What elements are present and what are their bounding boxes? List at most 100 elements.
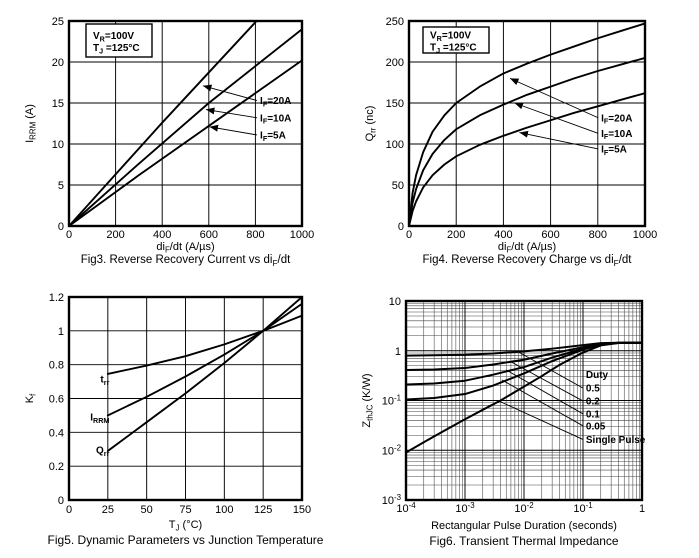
fig3-ytick-3: 15 [52,98,64,110]
fig4-curve-label-2: IF=5A [601,144,627,156]
fig5-xtick-3: 75 [179,504,191,516]
fig3-xlabel: diF/dt (A/µs) [156,241,214,255]
fig3-reverse-recovery-current-chart: IF=20A IF=10A IF=5A VR=100V TJ =125°C 0 200 400… [0,0,350,280]
fig4-series-0 [409,22,646,227]
fig6-ytick-0: 10-3 [382,493,402,507]
fig6-xlabel: Rectangular Pulse Duration (seconds) [431,520,617,532]
fig4-xlabel: diF/dt (A/µs) [498,241,556,255]
fig4-reverse-recovery-charge-chart: IF=20A IF=10A IF=5A VR=100V TJ =125°C 0 200 400… [350,0,699,280]
fig5-xtick-1: 25 [102,504,114,516]
fig3-plot-frame [67,19,304,228]
fig4-xtick-5: 1000 [633,229,657,241]
fig6-curve-label-2: 0.2 [586,396,600,407]
fig6-curve-label-1: 0.5 [586,384,600,395]
fig3-curve-label-0: IF=20A [260,96,291,108]
fig5-series-0 [106,314,303,375]
fig3-ytick-1: 5 [58,180,64,192]
fig3-condition-0: VR=100V [93,31,134,43]
fig4-xtick-4: 800 [589,229,607,241]
fig3-ytick-0: 0 [58,221,64,233]
fig5-dynamic-parameters-chart: trr IRRM Qrr 0 25 50 75 100 125 150 0 0.2 0.4 0.6 0.8 1… [0,280,350,558]
fig4-xtick-1: 200 [447,229,465,241]
fig5-series-2 [106,296,303,452]
fig5-ytick-6: 1.2 [49,292,64,304]
fig6-caption: Fig6. Transient Thermal Impedance [429,534,619,548]
fig6-plot-frame [404,299,644,502]
fig4-ytick-1: 50 [392,180,404,192]
fig4-xtick-0: 0 [406,229,412,241]
fig3-ytick-2: 10 [52,139,64,151]
fig3-conditions-box [85,23,153,58]
fig3-xtick-1: 200 [106,229,124,241]
fig3-caption: Fig3. Reverse Recovery Current vs diF/dt [81,254,291,268]
fig3-xtick-5: 1000 [290,229,314,241]
fig6-curve-label-5: Single Pulse [586,435,646,446]
fig4-plot-frame [407,19,647,228]
fig6-curve-label-4: 0.05 [586,421,606,432]
fig5-ytick-2: 0.4 [49,427,64,439]
fig3-ytick-5: 25 [52,16,64,28]
fig5-ylabel: Kf [24,393,38,403]
fig4-series-1 [409,56,646,227]
fig5-xtick-5: 125 [254,504,272,516]
fig6-transient-thermal-impedance-chart: Duty 0.5 0.2 0.1 0.05 Single Pulse 10-4 10-3 10-… [350,280,699,558]
fig3-curve-label-2: IF=5A [260,130,286,142]
fig3-series-1 [69,28,303,227]
fig4-curve-label-0: IF=20A [601,113,632,125]
fig6-ytick-2: 10-1 [382,394,402,408]
fig3-series-0 [69,20,258,227]
fig4-ytick-5: 250 [386,16,404,28]
fig4-xtick-3: 600 [541,229,559,241]
fig4-ytick-0: 0 [398,221,404,233]
fig4-ytick-4: 200 [386,57,404,69]
fig4-caption: Fig4. Reverse Recovery Charge vs diF/dt [423,254,633,268]
fig4-ylabel: Qrr (nc) [364,106,378,142]
fig3-ylabel: IRRM (A) [24,104,38,143]
fig3-xtick-0: 0 [66,229,72,241]
fig5-svg: trr IRRM Qrr 0 25 50 75 100 125 150 0 0.2 0.4 0.6 0.8 1… [24,292,324,547]
fig4-ytick-3: 150 [386,98,404,110]
fig6-xtick-1: 10-3 [455,501,475,515]
fig6-xtick-0: 10-4 [396,501,416,515]
fig6-curve-label-0: Duty [586,370,609,381]
fig6-ylabel: ZthJC (K/W) [361,373,375,427]
fig6-xtick-3: 10-1 [573,501,593,515]
fig4-ytick-2: 100 [386,139,404,151]
fig5-curve-label-1: IRRM [90,413,109,425]
fig4-curve-label-1: IF=10A [601,129,632,141]
fig5-xtick-2: 50 [141,504,153,516]
fig5-ytick-3: 0.6 [49,394,64,406]
fig5-ytick-4: 0.8 [49,360,64,372]
fig6-xtick-2: 10-2 [514,501,533,515]
fig3-xtick-4: 800 [246,229,264,241]
fig5-caption: Fig5. Dynamic Parameters vs Junction Tem… [48,533,324,547]
fig5-xtick-0: 0 [66,504,72,516]
fig4-xtick-2: 400 [494,229,512,241]
fig5-plot-frame [67,295,304,502]
fig5-ytick-1: 0.2 [49,461,64,473]
fig4-conditions-box [422,26,490,54]
fig3-series-2 [69,59,303,227]
fig5-xlabel: TJ (°C) [169,519,202,533]
fig6-xtick-4: 1 [639,503,645,515]
fig5-curve-label-0: trr [100,375,109,387]
fig5-xtick-4: 100 [215,504,233,516]
fig5-curve-label-2: Qrr [96,446,110,458]
fig3-xtick-3: 600 [200,229,218,241]
fig5-ytick-5: 1 [58,326,64,338]
fig3-xtick-2: 400 [153,229,171,241]
fig4-series-2 [409,92,646,227]
fig3-grid [69,21,302,226]
fig5-ytick-0: 0 [58,495,64,507]
fig3-curve-label-1: IF=10A [260,113,291,125]
fig4-condition-0: VR=100V [430,31,471,43]
fig6-ytick-3: 1 [395,346,401,358]
fig3-condition-1: TJ =125°C [93,43,140,55]
fig4-condition-1: TJ =125°C [430,43,477,55]
fig3-ytick-4: 20 [52,57,64,69]
fig6-ytick-4: 10 [389,296,401,308]
